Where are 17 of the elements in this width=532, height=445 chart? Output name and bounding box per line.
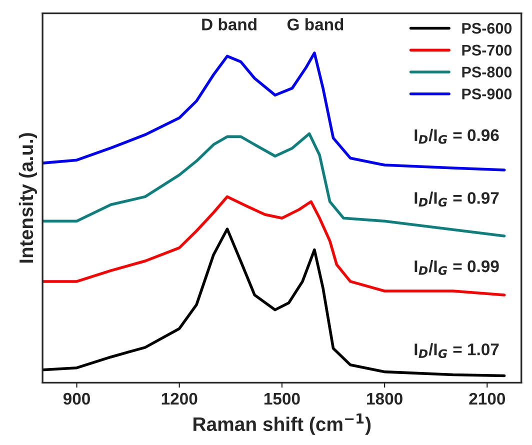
x-tick-label: 1500 [264,392,300,405]
x-tick-label: 2100 [469,392,506,405]
annotation: I$_{D}$/I$_{G}$ = 0.97 [414,192,499,207]
legend-label: PS-600 [462,22,512,34]
x-tick-label: 900 [63,392,90,405]
x-tick-label: 1200 [162,392,198,405]
y-axis-title: Intensity (a.u.) [18,133,38,263]
x-tick-label: 1800 [367,392,402,405]
legend-label: PS-800 [462,66,512,78]
annotation: I$_{D}$/I$_{G}$ = 0.96 [414,128,499,144]
legend-label: PS-900 [462,88,512,100]
text: D band [202,18,256,30]
x-axis-title: Raman shift (cm$^{−1}$) [194,414,371,435]
text: G band [287,18,344,30]
annotation: I$_{D}$/I$_{G}$ = 0.99 [414,260,499,275]
legend-label: PS-700 [462,44,512,56]
annotation: I$_{D}$/I$_{G}$ = 1.07 [414,343,499,358]
